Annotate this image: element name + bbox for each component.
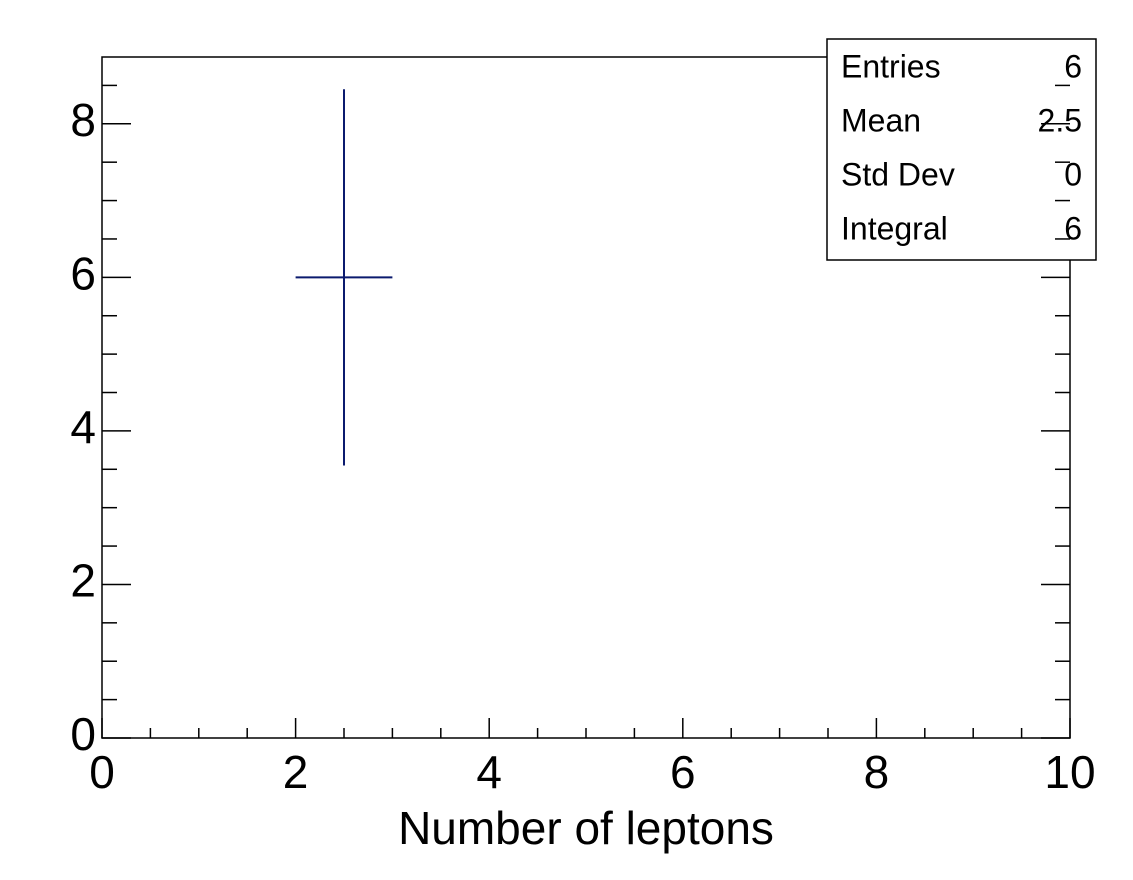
stats-value: 2.5 bbox=[1038, 102, 1082, 138]
stats-value: 6 bbox=[1064, 210, 1082, 246]
stats-value: 6 bbox=[1064, 48, 1082, 84]
stats-box bbox=[826, 38, 1097, 261]
stats-value: 0 bbox=[1064, 156, 1082, 192]
x-tick-label: 6 bbox=[670, 746, 696, 798]
stats-label: Mean bbox=[841, 102, 921, 138]
stats-label: Std Dev bbox=[841, 156, 955, 192]
x-tick-label: 0 bbox=[89, 746, 115, 798]
stats-label: Integral bbox=[841, 210, 948, 246]
x-tick-label: 4 bbox=[476, 746, 502, 798]
stats-label: Entries bbox=[841, 48, 941, 84]
x-tick-label: 10 bbox=[1044, 746, 1095, 798]
y-tick-label: 0 bbox=[70, 708, 96, 760]
y-tick-label: 8 bbox=[70, 94, 96, 146]
y-tick-label: 2 bbox=[70, 555, 96, 607]
y-tick-label: 6 bbox=[70, 248, 96, 300]
x-axis-label: Number of leptons bbox=[398, 802, 774, 854]
y-tick-label: 4 bbox=[70, 401, 96, 453]
x-tick-label: 2 bbox=[283, 746, 309, 798]
x-tick-label: 8 bbox=[864, 746, 890, 798]
